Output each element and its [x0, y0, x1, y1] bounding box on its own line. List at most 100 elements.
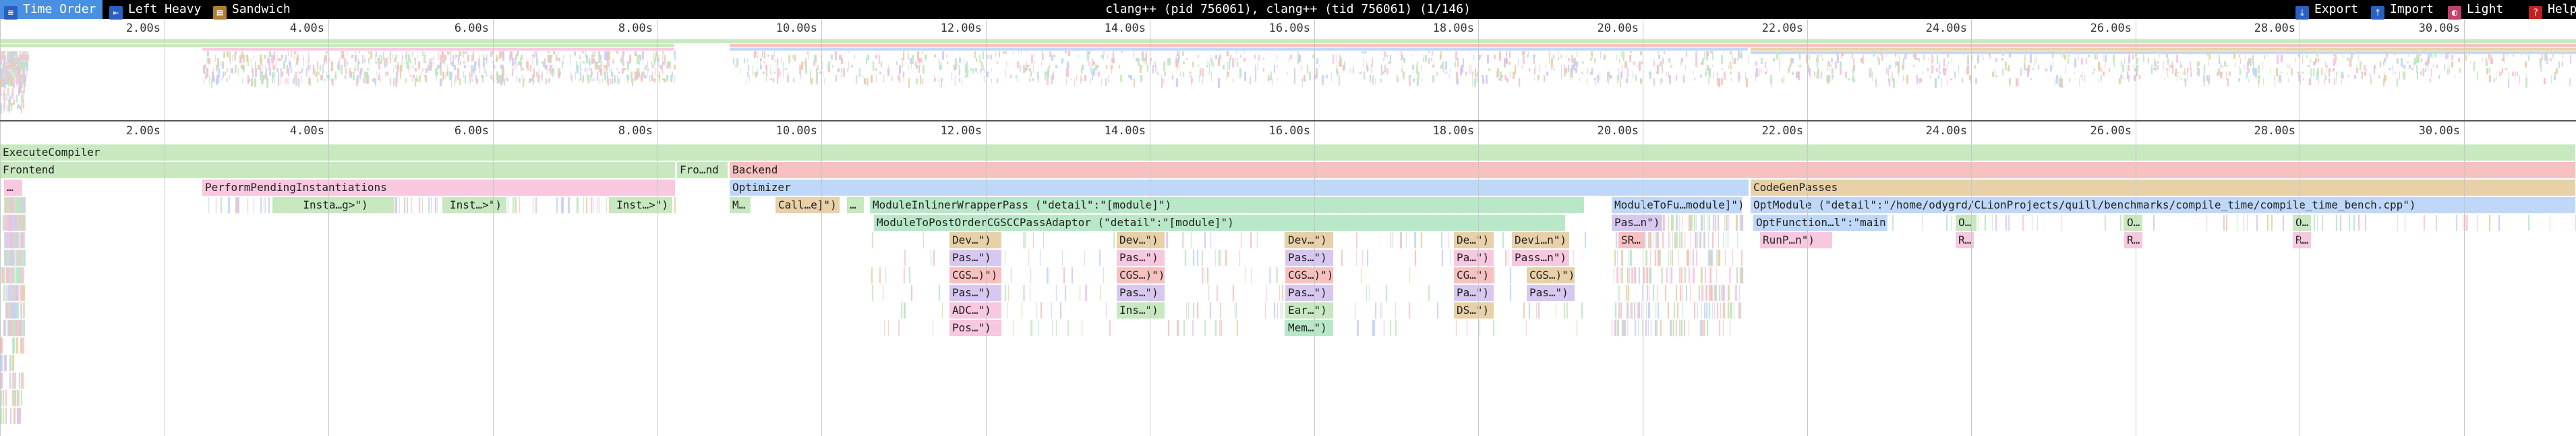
frame-pas-b1[interactable]: Pas…") — [949, 285, 1002, 301]
frame-call[interactable]: Call…e]") — [775, 197, 840, 213]
frame-insta[interactable]: Insta…g>") — [274, 197, 395, 213]
frame-pas-b2[interactable]: Pas…") — [1117, 285, 1165, 301]
ruler-tick — [0, 19, 1, 120]
ruler-tick-label: 14.00s — [1104, 22, 1146, 35]
minimap-ruler: 2.00s 4.00s 6.00s 8.00s 10.00s 12.00s 14.00s 16… — [0, 19, 2576, 120]
frame-mem[interactable]: Mem…") — [1285, 320, 1334, 336]
frame-o-3[interactable]: O… — [2293, 215, 2312, 231]
ruler-tick-label: 4.00s — [289, 124, 324, 138]
frame-module-inliner[interactable]: ModuleInlinerWrapperPass ("detail":"[mod… — [870, 197, 1585, 213]
frame-cgs-1[interactable]: CGS…)") — [949, 267, 1002, 283]
frame-adc[interactable]: ADC…") — [949, 302, 1002, 319]
frame-r-3[interactable]: R… — [2293, 232, 2312, 248]
theme-toggle-button[interactable]: ◐ Light — [2444, 0, 2523, 20]
frame-pass-n[interactable]: Pass…n") — [1512, 250, 1570, 266]
ruler-tick — [986, 121, 987, 436]
frame-module-to-fu[interactable]: ModuleToFu…module]") — [1612, 197, 1743, 213]
frame-small-2[interactable]: … — [847, 197, 865, 213]
import-icon: ⤒ — [2371, 6, 2384, 20]
ruler-tick-label: 14.00s — [1104, 124, 1146, 138]
frame-sr[interactable]: SR… — [1618, 232, 1645, 248]
frame-dev-1[interactable]: Dev…") — [949, 232, 1002, 248]
time-order-tab[interactable]: ≡ Time Order — [0, 0, 103, 20]
ruler-tick-label: 6.00s — [454, 22, 489, 35]
frame-devi-n[interactable]: Devi…n") — [1512, 232, 1570, 248]
ruler-tick-label: 16.00s — [1268, 124, 1310, 138]
frame-codegen-passes[interactable]: CodeGenPasses — [1751, 180, 2576, 196]
frame-small-left[interactable]: … — [4, 180, 23, 196]
frame-o-2[interactable]: O… — [2124, 215, 2143, 231]
frame-r-2[interactable]: R… — [2124, 232, 2143, 248]
minimap-canvas[interactable] — [0, 19, 2576, 120]
frame-module-to-post[interactable]: ModuleToPostOrderCGSCCPassAdaptor ("deta… — [874, 215, 1566, 231]
frame-inst-1[interactable]: Inst…>") — [442, 197, 507, 213]
ruler-tick-label: 16.00s — [1268, 22, 1310, 35]
frame-runp[interactable]: RunP…n") — [1760, 232, 1833, 248]
frame-m[interactable]: M… — [730, 197, 751, 213]
sandwich-tab[interactable]: ▤ Sandwich — [209, 0, 303, 20]
ruler-tick — [493, 19, 494, 120]
frame-cg-4[interactable]: CG…") — [1454, 267, 1494, 283]
ruler-tick — [328, 19, 329, 120]
frame-execute-compiler[interactable]: ExecuteCompiler — [0, 144, 2576, 161]
ruler-tick-label: 8.00s — [618, 124, 653, 138]
ruler-tick-label: 4.00s — [289, 22, 324, 35]
frame-opt-function[interactable]: OptFunction…l":"main") — [1753, 215, 1888, 231]
frame-dev-2[interactable]: Dev…") — [1117, 232, 1165, 248]
ruler-tick-label: 28.00s — [2254, 22, 2295, 35]
frame-pa-a4[interactable]: Pa…") — [1454, 250, 1494, 266]
import-label: Import — [2390, 2, 2434, 16]
frame-frontend[interactable]: Frontend — [0, 162, 676, 178]
frame-pas-a3[interactable]: Pas…") — [1285, 250, 1334, 266]
ruler-tick-label: 30.00s — [2418, 22, 2460, 35]
frame-inst-2[interactable]: Inst…>") — [610, 197, 673, 213]
frame-dev-3[interactable]: Dev…") — [1285, 232, 1334, 248]
frame-de-4[interactable]: De…") — [1454, 232, 1494, 248]
ruler-tick-label: 28.00s — [2254, 124, 2295, 138]
frame-ins[interactable]: Ins…") — [1117, 302, 1165, 319]
frame-optimizer[interactable]: Optimizer — [730, 180, 1749, 196]
frame-cgs-3[interactable]: CGS…)") — [1285, 267, 1334, 283]
help-button[interactable]: ? Help — [2525, 0, 2576, 19]
ruler-tick-label: 2.00s — [125, 22, 160, 35]
import-button[interactable]: ⤒ Import — [2367, 0, 2442, 20]
ruler-tick-label: 2.00s — [125, 124, 160, 138]
ruler-tick-label: 10.00s — [775, 124, 817, 138]
ruler-tick — [493, 121, 494, 436]
frame-ear[interactable]: Ear…") — [1285, 302, 1334, 319]
ruler-tick — [1971, 121, 1972, 436]
ruler-tick-label: 12.00s — [940, 22, 982, 35]
frame-pas-n[interactable]: Pas…n") — [1612, 215, 1663, 231]
frame-ds[interactable]: DS…") — [1454, 302, 1494, 319]
frame-opt-module[interactable]: OptModule ("detail":"/home/odygrd/CLionP… — [1751, 197, 2576, 213]
frame-frontend-2[interactable]: Fro…nd — [677, 162, 728, 178]
ruler-tick-label: 22.00s — [1761, 22, 1803, 35]
ruler-tick-label: 8.00s — [618, 22, 653, 35]
ruler-tick-label: 24.00s — [1925, 22, 1967, 35]
frame-pas-a2[interactable]: Pas…") — [1117, 250, 1165, 266]
frame-pas-b3[interactable]: Pas…") — [1285, 285, 1334, 301]
frame-pa-b4[interactable]: Pa…") — [1454, 285, 1494, 301]
frame-pos[interactable]: Pos…") — [949, 320, 1002, 336]
flame-chart[interactable]: ExecuteCompiler Frontend Fro…nd Backend … — [0, 121, 2576, 436]
frame-perform-pending[interactable]: PerformPendingInstantiations — [202, 180, 676, 196]
ruler-tick — [1807, 19, 1808, 120]
ruler-tick-label: 20.00s — [1597, 22, 1639, 35]
export-icon: ⤓ — [2295, 6, 2309, 20]
ruler-tick-label: 26.00s — [2090, 22, 2132, 35]
frame-cgs-2[interactable]: CGS…)") — [1117, 267, 1165, 283]
frame-pas-b5[interactable]: Pas…") — [1527, 285, 1575, 301]
ruler-tick — [1971, 19, 1972, 120]
export-button[interactable]: ⤓ Export — [2291, 0, 2366, 20]
minimap[interactable] — [0, 19, 2576, 121]
frame-backend[interactable]: Backend — [730, 162, 2576, 178]
frame-o-1[interactable]: O… — [1956, 215, 1977, 231]
left-heavy-tab[interactable]: ⇤ Left Heavy — [105, 0, 206, 20]
ruler-tick — [328, 121, 329, 436]
ruler-tick — [821, 19, 822, 120]
export-label: Export — [2314, 2, 2359, 16]
frame-pas-a1[interactable]: Pas…") — [949, 250, 1002, 266]
ruler-tick-label: 22.00s — [1761, 124, 1803, 138]
frame-cgs-5[interactable]: CGS…)") — [1527, 267, 1575, 283]
sandwich-icon: ▤ — [213, 6, 227, 20]
